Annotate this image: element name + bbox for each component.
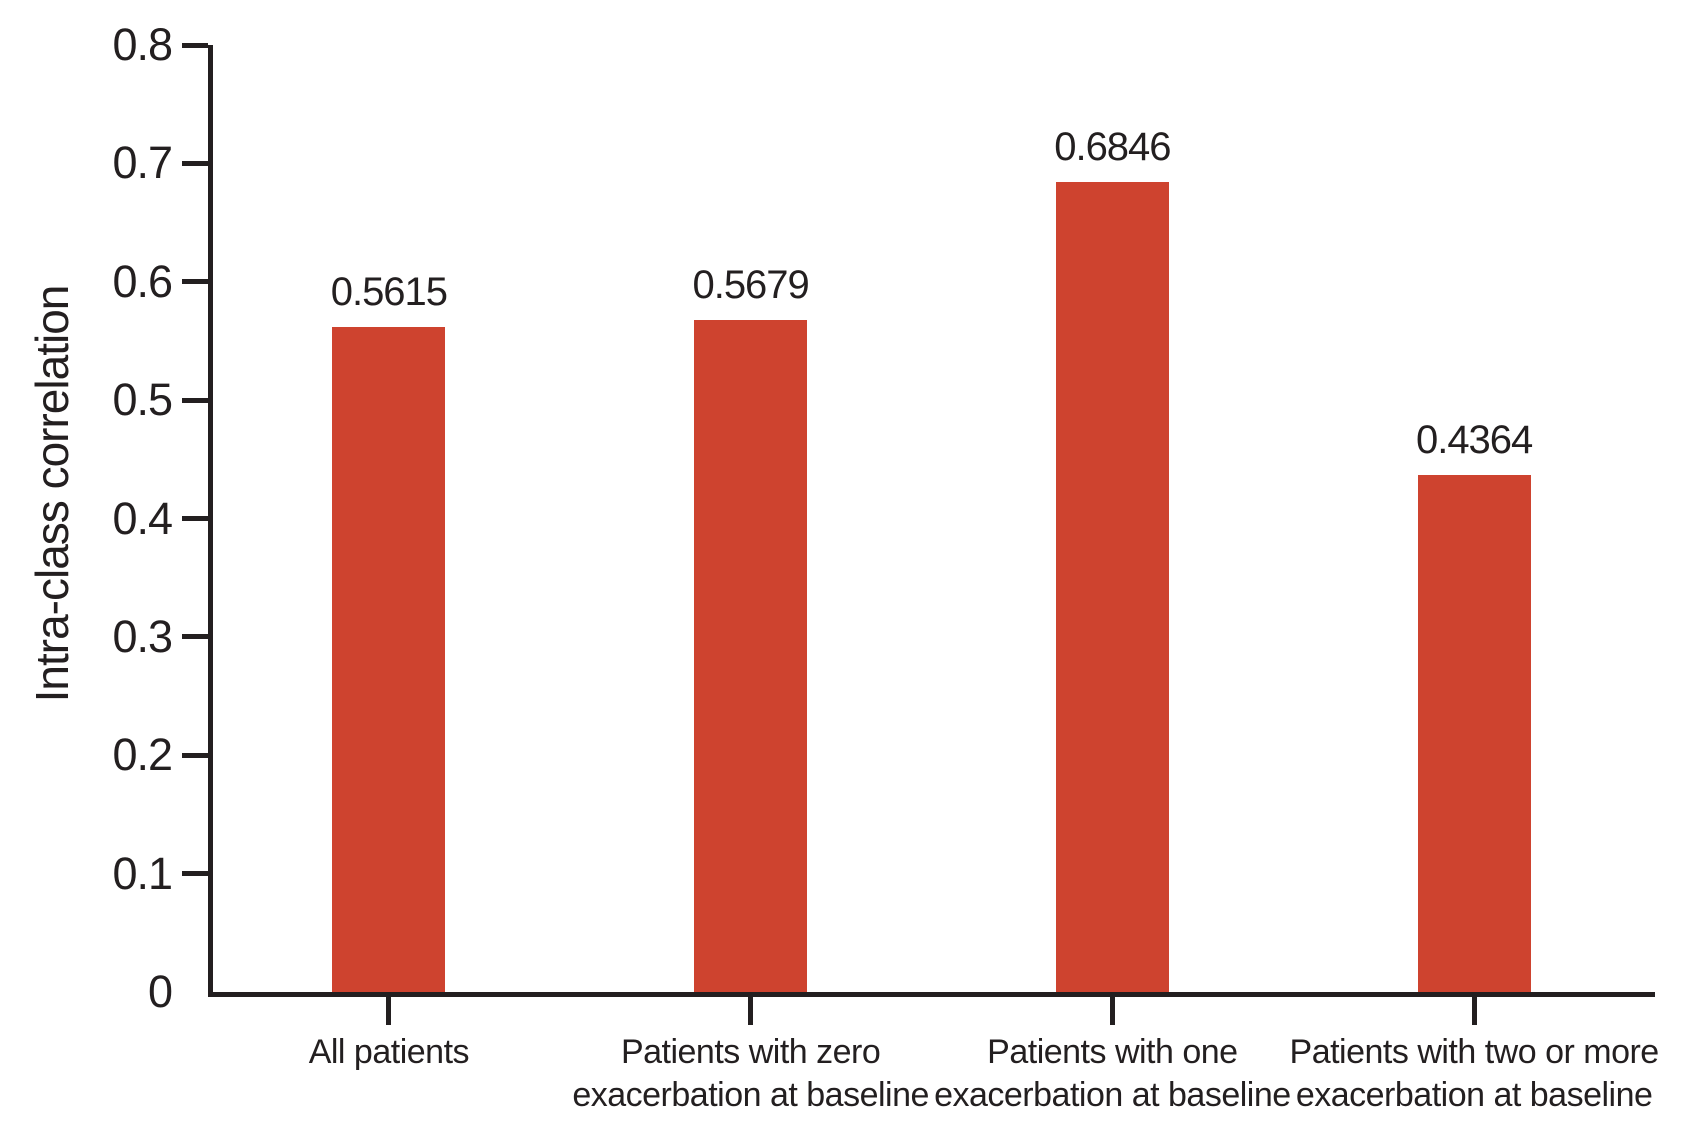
x-axis-tick bbox=[748, 992, 754, 1025]
bar bbox=[332, 327, 446, 992]
y-axis-tick-label: 0.6 bbox=[112, 255, 173, 307]
y-axis-tick bbox=[182, 42, 208, 48]
y-axis-tick-label: 0.7 bbox=[112, 137, 173, 189]
y-axis-tick-label: 0.2 bbox=[112, 729, 173, 781]
x-axis-category-label: Patients with zero exacerbation at basel… bbox=[572, 1033, 929, 1114]
y-axis-tick-label: 0.3 bbox=[112, 610, 173, 662]
y-axis-tick-label: 0.8 bbox=[112, 19, 173, 70]
y-axis-tick-label: 0 bbox=[147, 966, 173, 1017]
y-axis-tick bbox=[182, 634, 208, 640]
y-axis-tick bbox=[182, 871, 208, 877]
bar-value-label: 0.4364 bbox=[1415, 418, 1533, 463]
bar bbox=[694, 319, 808, 992]
y-axis-tick bbox=[182, 160, 208, 166]
x-axis-line bbox=[208, 992, 1655, 997]
y-axis-tick bbox=[182, 516, 208, 521]
x-axis-category-label: Patients with two or more exacerbation a… bbox=[1289, 1033, 1660, 1114]
x-axis-tick bbox=[386, 992, 392, 1025]
bar-value-label: 0.6846 bbox=[1054, 124, 1171, 169]
y-axis-tick-label: 0.5 bbox=[112, 374, 173, 426]
x-axis-tick bbox=[1109, 992, 1115, 1025]
y-axis-tick-label: 0.4 bbox=[112, 492, 173, 544]
bar bbox=[1055, 181, 1169, 992]
x-axis-category-label: Patients with one exacerbation at baseli… bbox=[934, 1033, 1291, 1114]
y-axis-tick bbox=[182, 279, 208, 285]
y-axis-tick bbox=[182, 397, 208, 403]
bar bbox=[1417, 475, 1531, 992]
y-axis-tick bbox=[182, 752, 208, 758]
y-axis-title: Intra-class correlation bbox=[26, 285, 78, 703]
y-axis-tick-label: 0.1 bbox=[112, 847, 173, 899]
bar-value-label: 0.5679 bbox=[692, 262, 809, 307]
y-axis-line bbox=[208, 45, 213, 997]
x-axis-category-label: All patients bbox=[308, 1033, 470, 1071]
x-axis-tick bbox=[1471, 992, 1477, 1025]
bar-value-label: 0.5615 bbox=[330, 270, 448, 315]
